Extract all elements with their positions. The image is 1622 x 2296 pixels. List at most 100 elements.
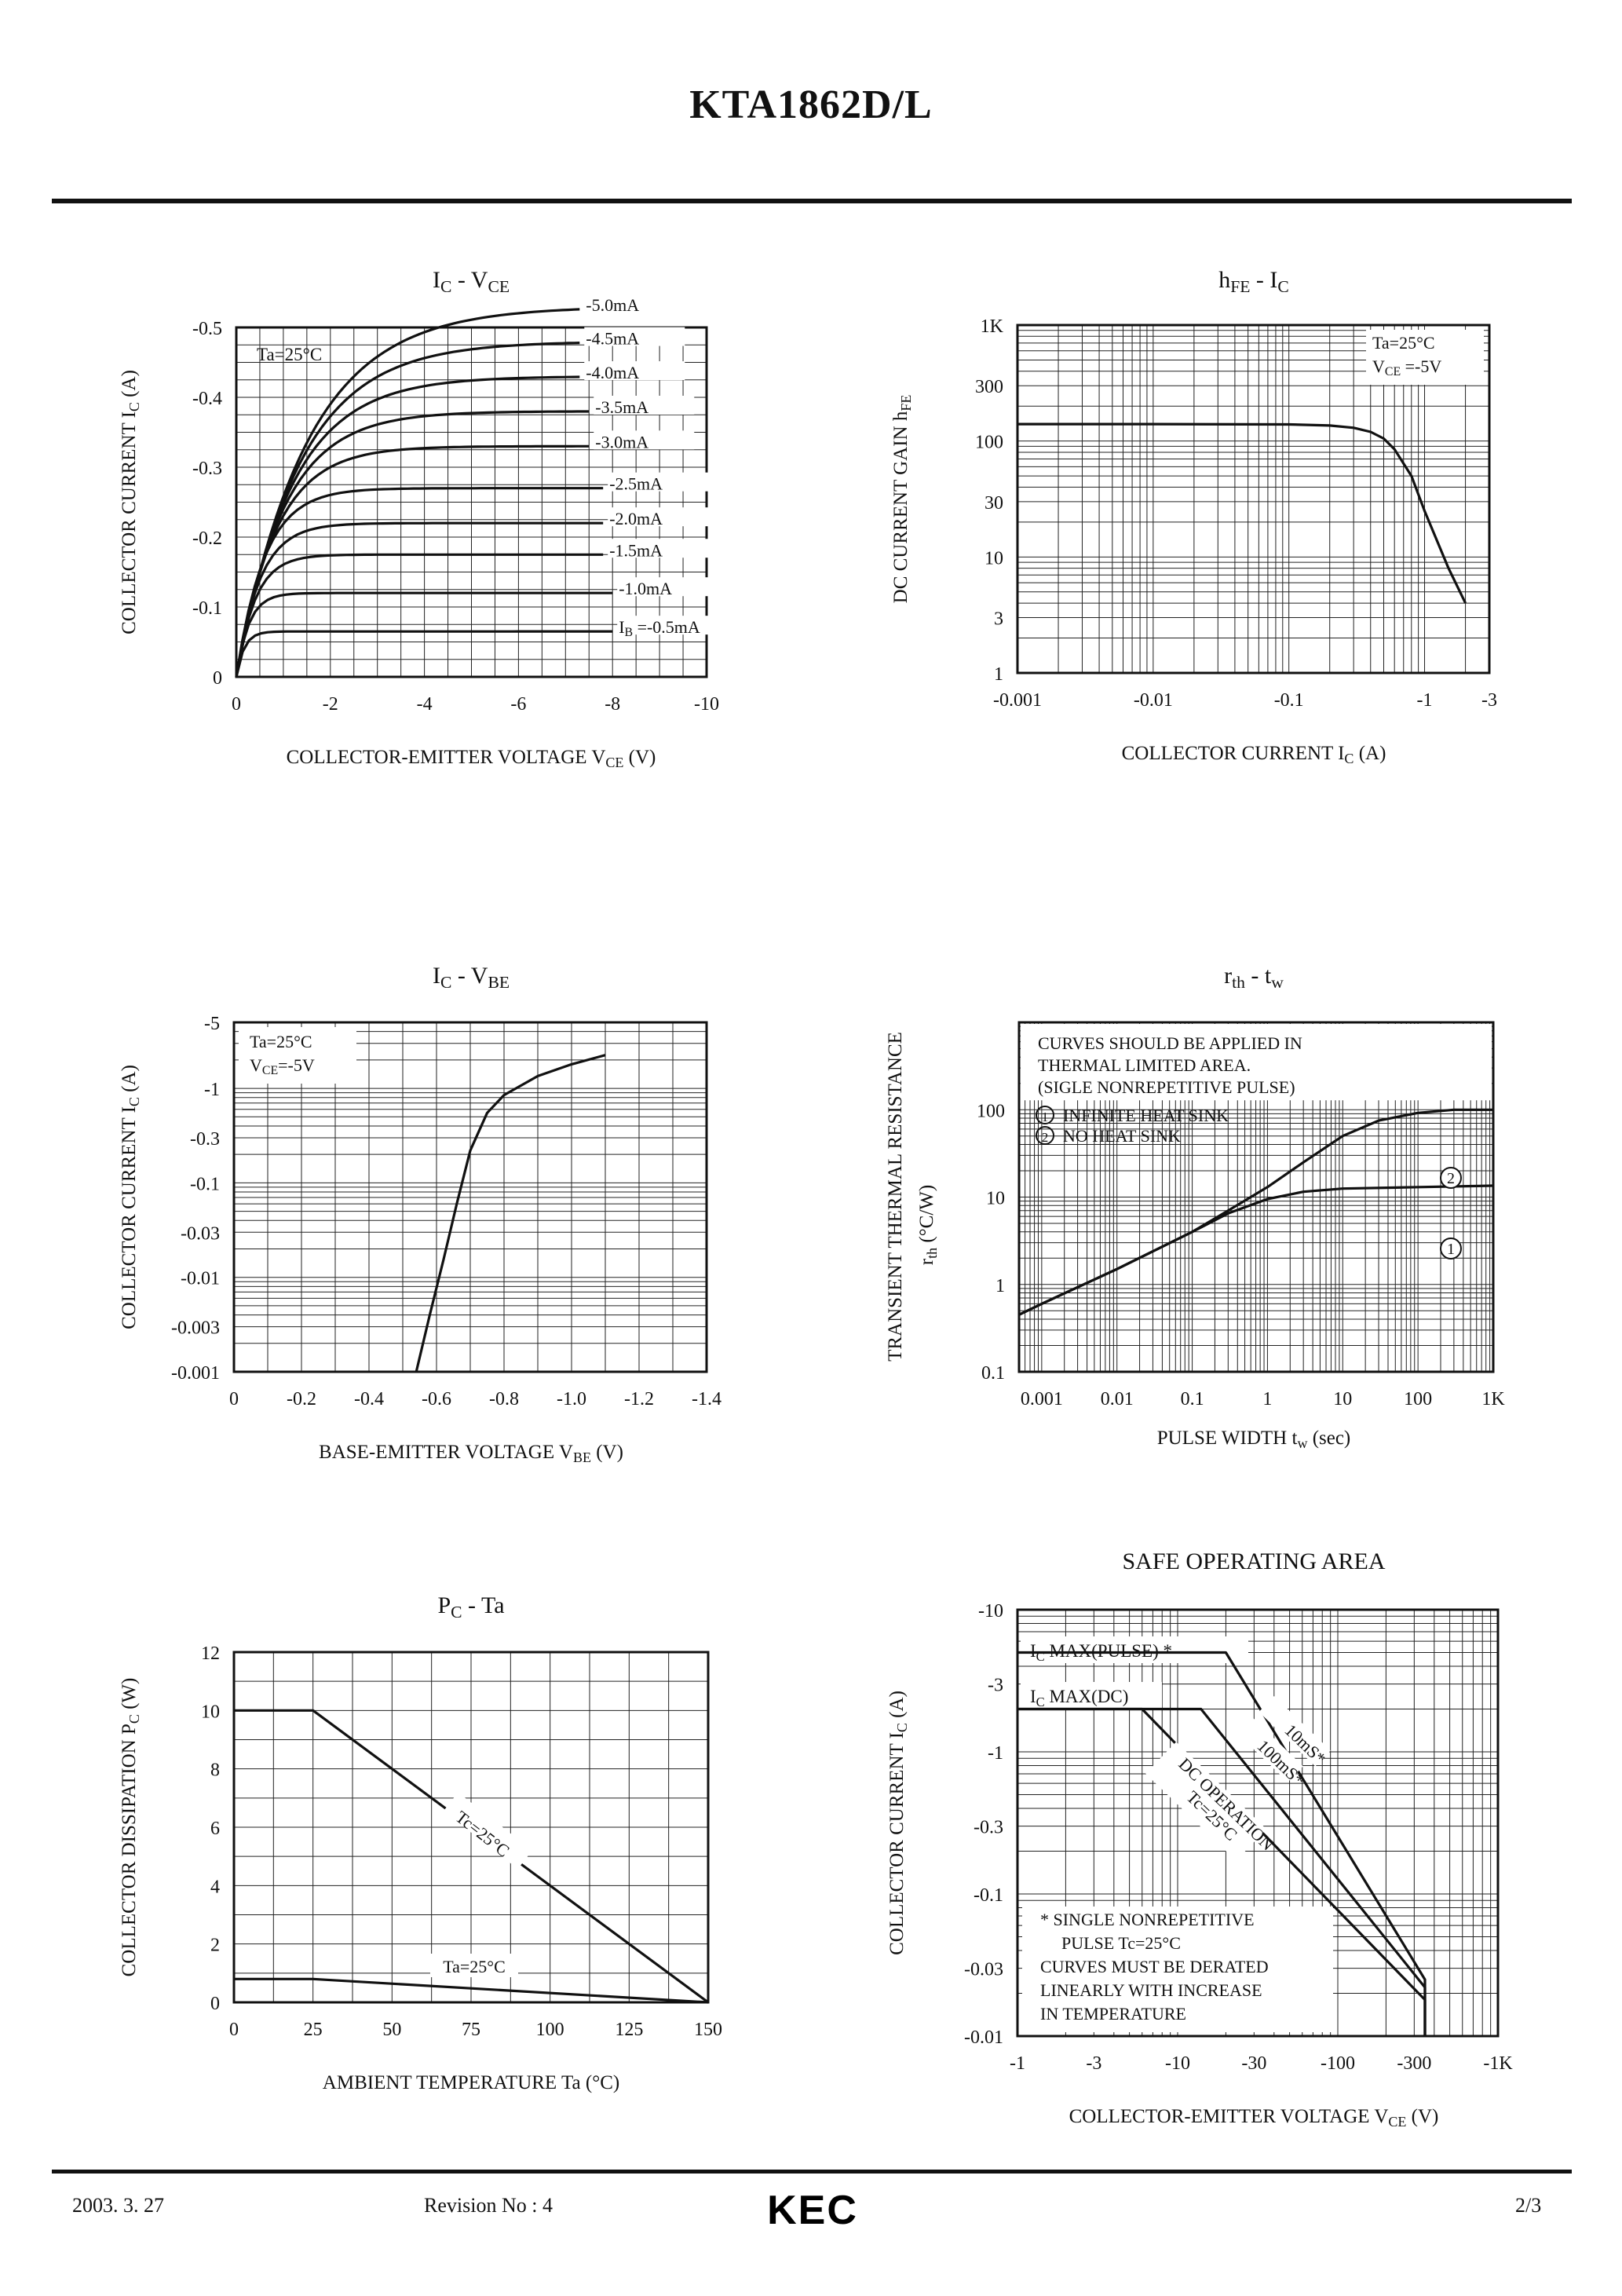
legend-marker-label: 2 — [1042, 1130, 1049, 1145]
series-label: -3.5mA — [595, 397, 648, 417]
y-tick-label: -0.01 — [964, 2027, 1003, 2048]
x-tick-label: -0.6 — [422, 1389, 451, 1409]
y-tick-label: 2 — [210, 1936, 220, 1956]
x-tick-label: -10 — [1165, 2053, 1190, 2074]
footer-date: 2003. 3. 27 — [72, 2194, 164, 2217]
x-tick-label: 0 — [232, 694, 241, 715]
series-line — [235, 444, 590, 678]
footer-revision: Revision No : 4 — [424, 2194, 553, 2217]
y-tick-label: 100 — [975, 433, 1003, 453]
notes-bg — [1022, 1907, 1333, 2032]
chart-title: IC - VBE — [433, 963, 510, 992]
y-tick-label: 1K — [981, 316, 1004, 337]
series-label-bg — [594, 395, 695, 415]
y-tick-label: 3 — [994, 609, 1003, 630]
x-tick-label: -0.8 — [489, 1389, 519, 1409]
series-label-bg — [1145, 1742, 1267, 1861]
x-axis-label: COLLECTOR-EMITTER VOLTAGE VCE (V) — [1069, 2106, 1439, 2130]
series-label-bg — [617, 577, 718, 597]
x-tick-label: 125 — [615, 2020, 643, 2040]
x-tick-label: 0 — [229, 1389, 239, 1409]
x-tick-label: 0 — [229, 2020, 239, 2040]
legend-label: NO HEAT SINK — [1063, 1126, 1181, 1146]
y-tick-label: -5 — [204, 1014, 220, 1034]
y-tick-label: 1 — [995, 1276, 1005, 1296]
x-tick-label: -3 — [1481, 690, 1497, 711]
gridlines — [1019, 1022, 1493, 1372]
series-line — [1018, 1184, 1494, 1316]
x-tick-label: -30 — [1241, 2053, 1266, 2074]
y-tick-label: 10 — [986, 1189, 1005, 1209]
x-tick-label: 1 — [1262, 1389, 1272, 1409]
y-tick-label: -0.1 — [974, 1885, 1003, 1906]
curve-marker-label: 1 — [1447, 1241, 1455, 1258]
x-tick-label: -10 — [694, 694, 719, 715]
series-label-bg — [608, 539, 709, 558]
y-tick-label: -0.1 — [190, 1174, 220, 1194]
x-tick-label: -0.1 — [1274, 690, 1304, 711]
y-tick-label: -0.3 — [192, 459, 222, 479]
series-label-bg — [443, 1792, 533, 1870]
series-label-bg — [584, 361, 685, 381]
annotation-vce: VCE=-5V — [250, 1055, 315, 1077]
note-line: * SINGLE NONREPETITIVE — [1040, 1910, 1255, 1929]
gridlines — [1017, 325, 1489, 673]
series-label-bg — [617, 616, 718, 635]
note-line: IN TEMPERATURE — [1040, 2004, 1186, 2024]
x-tick-label: -0.01 — [1134, 690, 1173, 711]
y-tick-label: -1 — [204, 1080, 220, 1100]
series-line — [235, 553, 604, 678]
y-tick-label: -0.001 — [171, 1363, 220, 1384]
y-axis-label: COLLECTOR CURRENT IC (A) — [119, 1065, 142, 1329]
series-label-bg — [608, 507, 709, 527]
bottom-rule — [52, 2170, 1572, 2174]
series-line — [235, 342, 580, 678]
gridlines — [234, 1652, 708, 2002]
series-label: -1.5mA — [609, 540, 663, 560]
x-tick-label: -1K — [1483, 2053, 1513, 2074]
x-tick-label: 0.01 — [1101, 1389, 1134, 1409]
y-tick-label: 30 — [985, 493, 1003, 514]
x-tick-label: 0.1 — [1181, 1389, 1204, 1409]
y-tick-label: 1 — [994, 664, 1003, 685]
series-label: -2.0mA — [609, 509, 663, 528]
x-axis-label: BASE-EMITTER VOLTAGE VBE (V) — [319, 1442, 623, 1465]
x-tick-label: -3 — [1086, 2053, 1101, 2074]
y-tick-label: -0.1 — [192, 598, 222, 619]
y-tick-label: 8 — [210, 1760, 220, 1781]
y-tick-label: 10 — [985, 548, 1003, 569]
notes-bg — [1021, 1024, 1492, 1101]
series-label: Tc=25°C — [1183, 1787, 1242, 1844]
y-tick-label: 12 — [201, 1643, 220, 1664]
footer-page-number: 2/3 — [1515, 2194, 1542, 2217]
chart-title: hFE - IC — [1218, 267, 1289, 296]
series-line — [235, 630, 613, 678]
y-tick-label: -0.4 — [192, 389, 222, 409]
series-label: DC OPERATION — [1175, 1754, 1278, 1855]
y-tick-label: -0.2 — [192, 528, 222, 549]
series-line — [1017, 1707, 1427, 2036]
y-axis-label-unit: rth (°C/W) — [916, 1185, 940, 1265]
series-label: -1.0mA — [619, 579, 672, 598]
x-tick-label: -0.2 — [287, 1389, 316, 1409]
limit-label-dc: IC MAX(DC) — [1030, 1687, 1128, 1709]
series-label: -4.0mA — [586, 363, 639, 382]
legend-marker — [1036, 1106, 1054, 1124]
note-line: PULSE Tc=25°C — [1061, 1933, 1181, 1953]
series-line — [235, 521, 604, 678]
series-label: -4.5mA — [586, 329, 639, 349]
series-line — [235, 410, 590, 678]
x-axis-label: PULSE WIDTH tw (sec) — [1157, 1428, 1351, 1451]
limit-label-bg — [1021, 1636, 1248, 1663]
y-tick-label: 0.1 — [981, 1363, 1005, 1384]
kec-logo: KEC — [767, 2188, 857, 2230]
gridlines — [234, 1022, 707, 1372]
series-label: IB =-0.5mA — [619, 617, 700, 639]
series-label-bg — [584, 293, 685, 313]
plot-frame — [1016, 324, 1491, 675]
curve-marker — [1440, 1167, 1462, 1189]
